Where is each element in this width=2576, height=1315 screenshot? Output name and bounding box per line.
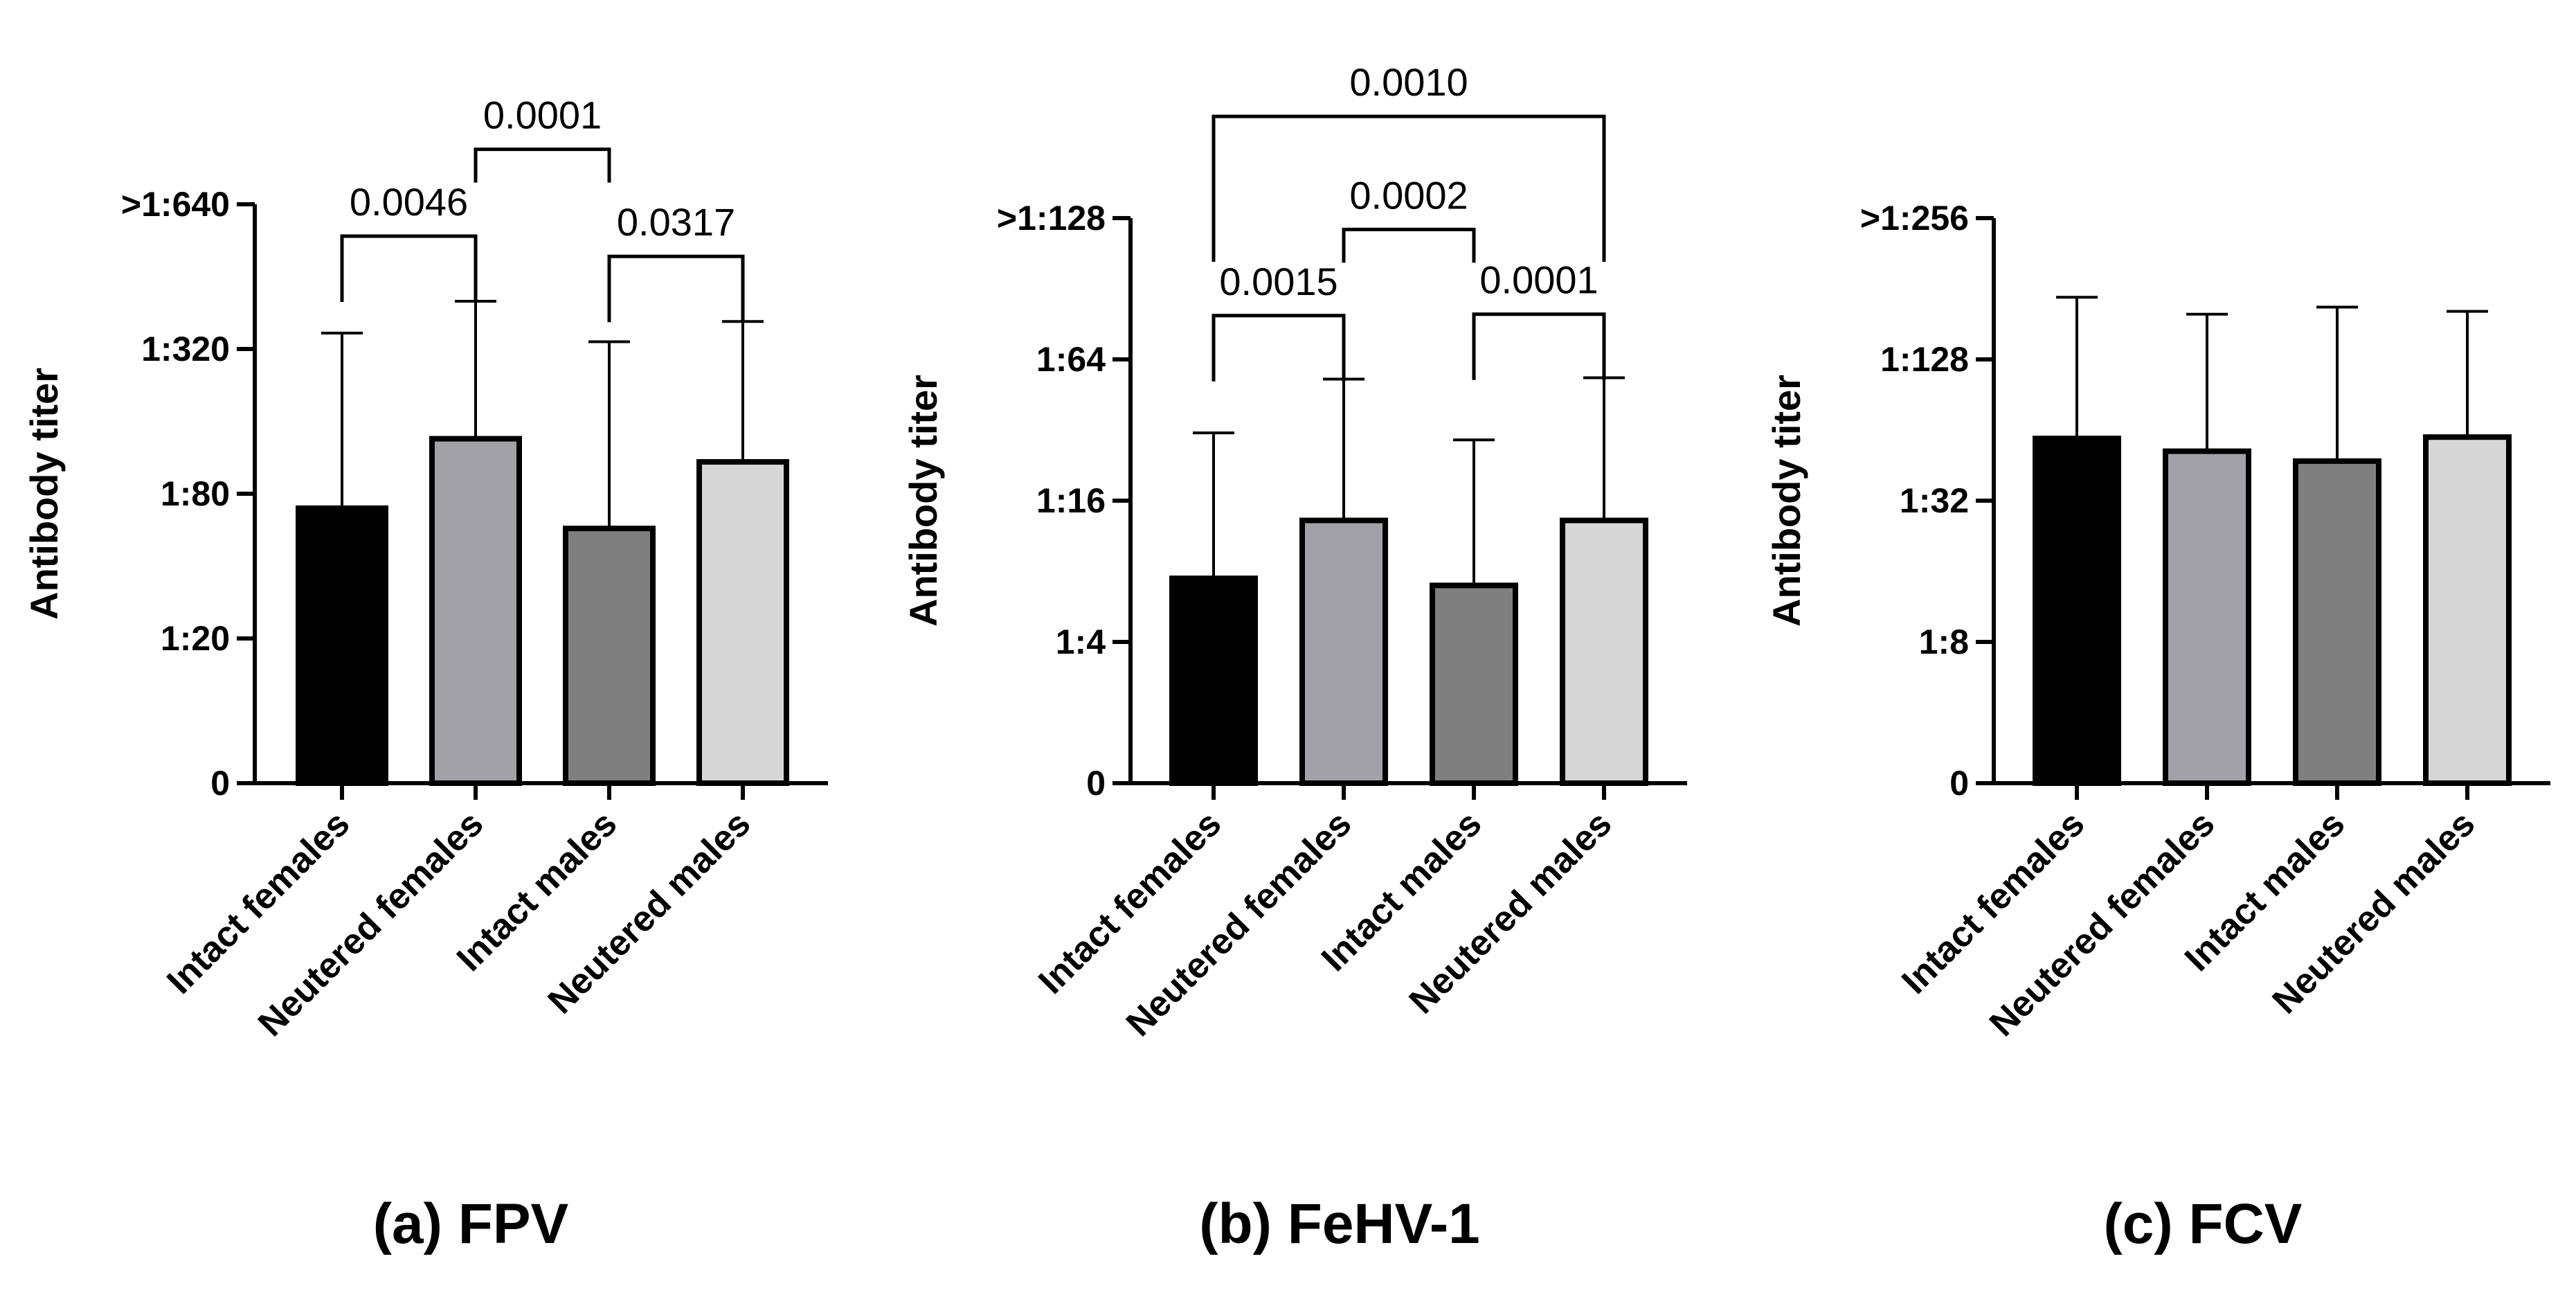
y-axis-title: Antibody titer <box>1765 375 1808 627</box>
bar-intact-males <box>1430 582 1518 787</box>
y-tick-label: 0 <box>1949 764 1969 803</box>
p-value-label: 0.0001 <box>1479 258 1598 302</box>
y-tick-label: 1:8 <box>1919 623 1969 661</box>
x-category-label: Neutered females <box>1119 803 1360 1044</box>
bar-intact-females <box>1169 575 1258 786</box>
significance-bracket <box>1212 114 1606 262</box>
p-value-label: 0.0046 <box>350 180 468 224</box>
bar-neutered-males <box>1560 517 1648 786</box>
y-tick-label: 0 <box>210 764 230 803</box>
bar-neutered-males <box>2423 434 2512 786</box>
y-tick-label: 1:80 <box>161 474 230 513</box>
y-tick-label: 1:32 <box>1900 481 1969 520</box>
bar-neutered-females <box>429 436 522 787</box>
significance-bracket <box>1472 312 1606 380</box>
y-tick-label: 1:16 <box>1036 481 1106 520</box>
p-value-label: 0.0001 <box>483 93 602 137</box>
bar-intact-males <box>2293 458 2381 786</box>
panel-caption: (b) FeHV-1 <box>1199 1192 1479 1255</box>
significance-bracket <box>607 254 745 323</box>
y-tick-label: >1:640 <box>121 185 230 224</box>
y-tick-label: >1:128 <box>997 199 1106 238</box>
p-value-label: 0.0010 <box>1349 60 1468 104</box>
y-tick-label: 1:128 <box>1880 340 1969 379</box>
bar-intact-females <box>2033 436 2121 786</box>
bar-intact-females <box>296 505 388 787</box>
y-axis-title: Antibody titer <box>901 375 945 627</box>
p-value-label: 0.0317 <box>617 200 735 244</box>
significance-bracket <box>1212 314 1346 382</box>
bar-neutered-females <box>2163 448 2251 786</box>
y-tick-label: 1:20 <box>161 619 230 658</box>
panel-caption: (c) FCV <box>2104 1192 2303 1255</box>
y-tick-label: >1:256 <box>1860 199 1969 238</box>
y-axis-title: Antibody titer <box>22 368 66 620</box>
bar-neutered-females <box>1299 517 1388 786</box>
y-tick-label: 1:64 <box>1036 340 1106 379</box>
x-category-label: Neutered females <box>251 803 492 1044</box>
y-tick-label: 0 <box>1086 764 1106 803</box>
p-value-label: 0.0002 <box>1349 173 1468 217</box>
x-category-label: Neutered females <box>1982 803 2223 1044</box>
significance-bracket <box>1342 227 1476 263</box>
bar-intact-males <box>563 526 656 786</box>
panel-caption: (a) FPV <box>373 1192 569 1255</box>
y-tick-label: 1:4 <box>1056 623 1106 661</box>
bar-neutered-males <box>696 459 789 787</box>
p-value-label: 0.0015 <box>1219 260 1337 303</box>
significance-bracket <box>474 147 611 183</box>
y-tick-label: 1:320 <box>141 330 230 368</box>
significance-bracket <box>340 234 478 302</box>
